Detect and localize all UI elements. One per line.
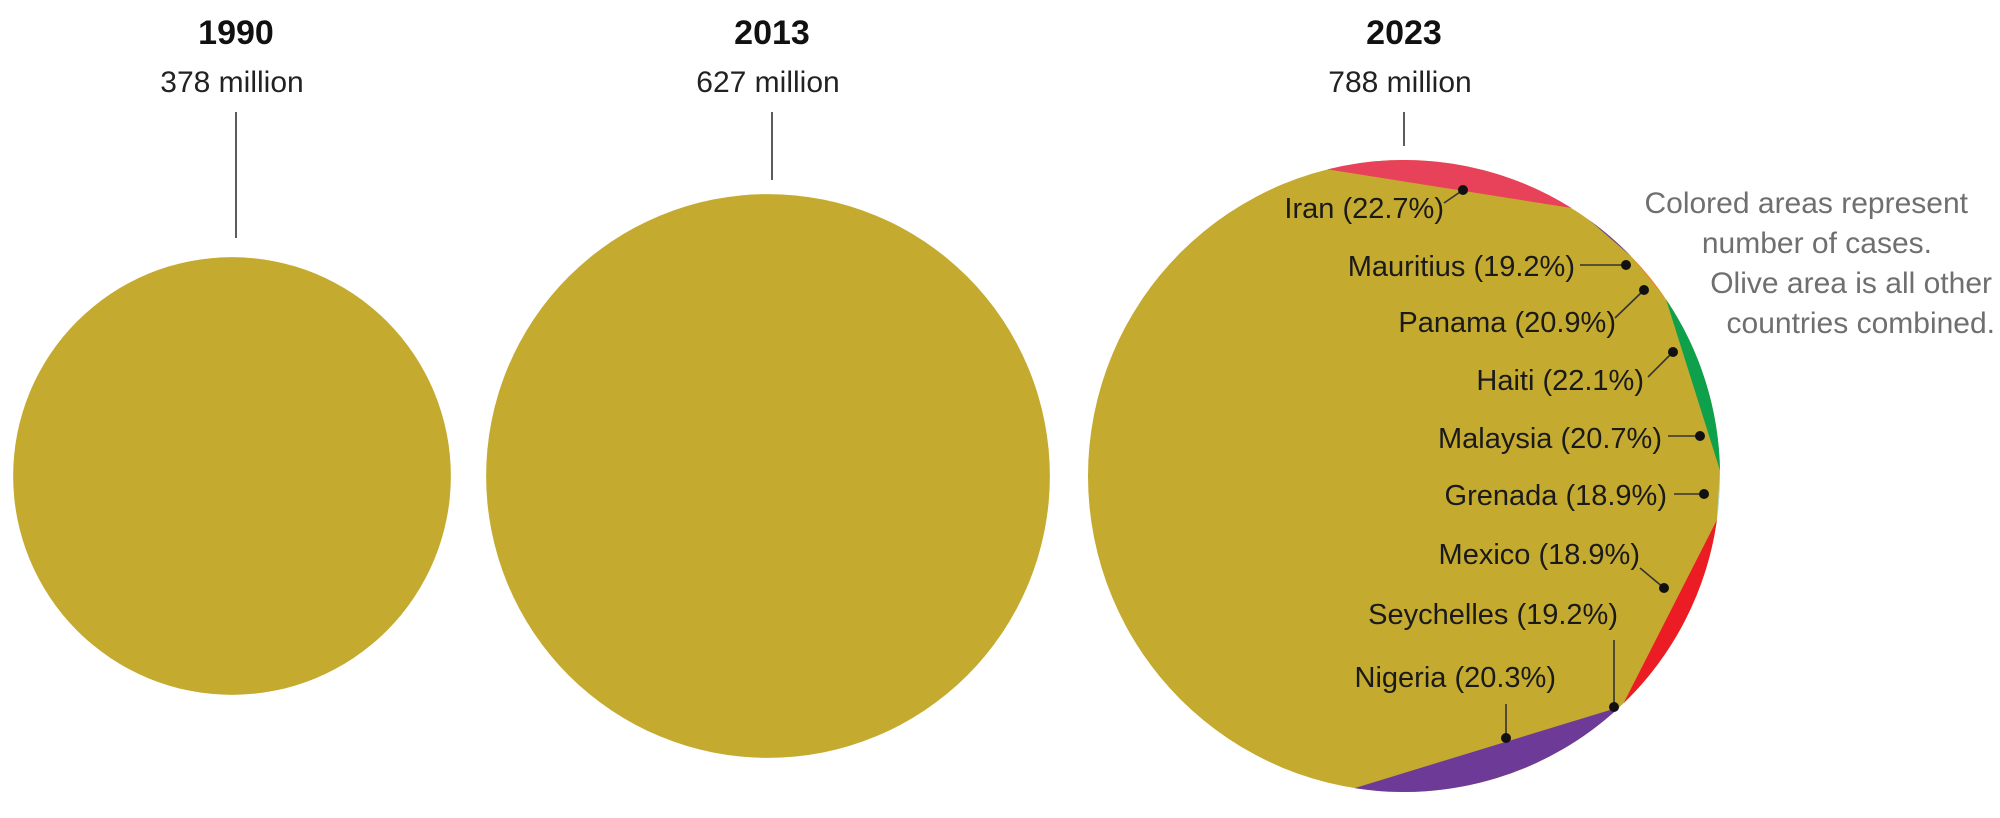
dot-malaysia [1695, 431, 1705, 441]
slice-mexico [1623, 520, 1717, 704]
label-iran: Iran (22.7%) [1284, 193, 1444, 225]
panel-1990: 1990 378 million [13, 14, 451, 695]
dot-seychelles [1609, 702, 1619, 712]
panel-total: 788 million [1328, 66, 1471, 99]
dot-haiti [1668, 347, 1678, 357]
label-nigeria: Nigeria (20.3%) [1355, 662, 1556, 694]
panel-year: 2013 [734, 14, 810, 52]
leader-haiti [1647, 351, 1674, 378]
label-seychelles: Seychelles (19.2%) [1368, 599, 1618, 631]
dot-mauritius [1621, 260, 1631, 270]
panel-total: 627 million [696, 66, 839, 99]
label-mexico: Mexico (18.9%) [1439, 539, 1640, 571]
pie-slices [1327, 160, 1721, 792]
dot-panama [1639, 285, 1649, 295]
slice-iran [1327, 160, 1572, 208]
slice-seychelles [1619, 703, 1624, 708]
slice-mauritius [1571, 208, 1590, 221]
panel-2023: 2023 788 million Iran (22.7%) Mauritius (… [1088, 14, 1721, 792]
note-line-2: number of cases. [1702, 227, 1932, 260]
dot-grenada [1699, 489, 1709, 499]
panel-year: 2023 [1366, 14, 1442, 52]
circle-2013 [486, 194, 1050, 758]
panel-2013: 2013 627 million [486, 14, 1050, 758]
dot-iran [1458, 185, 1468, 195]
circle-2023-other-countries [1088, 160, 1720, 792]
label-malaysia: Malaysia (20.7%) [1438, 423, 1662, 455]
color-note: Colored areas represent number of cases.… [1644, 187, 1995, 340]
panel-total: 378 million [160, 66, 303, 99]
slice-haiti [1631, 256, 1666, 300]
slice-callouts: Iran (22.7%) Mauritius (19.2%) Panama (20.… [1284, 185, 1709, 743]
slice-grenada [1716, 470, 1721, 520]
label-haiti: Haiti (22.1%) [1476, 365, 1644, 397]
dot-nigeria [1501, 733, 1511, 743]
label-panama: Panama (20.9%) [1398, 307, 1616, 339]
label-mauritius: Mauritius (19.2%) [1348, 251, 1575, 283]
note-line-1: Colored areas represent [1644, 187, 1968, 220]
note-line-3: Olive area is all other [1710, 267, 1992, 300]
label-grenada: Grenada (18.9%) [1445, 480, 1667, 512]
circle-1990 [13, 257, 451, 695]
slice-panama [1589, 220, 1632, 257]
panel-year: 1990 [198, 14, 274, 52]
dot-mexico [1659, 583, 1669, 593]
slice-malaysia [1666, 299, 1720, 471]
note-line-4: countries combined. [1727, 307, 1995, 340]
leader-mexico [1639, 567, 1665, 589]
slice-nigeria [1354, 707, 1620, 792]
leader-panama [1614, 289, 1645, 319]
